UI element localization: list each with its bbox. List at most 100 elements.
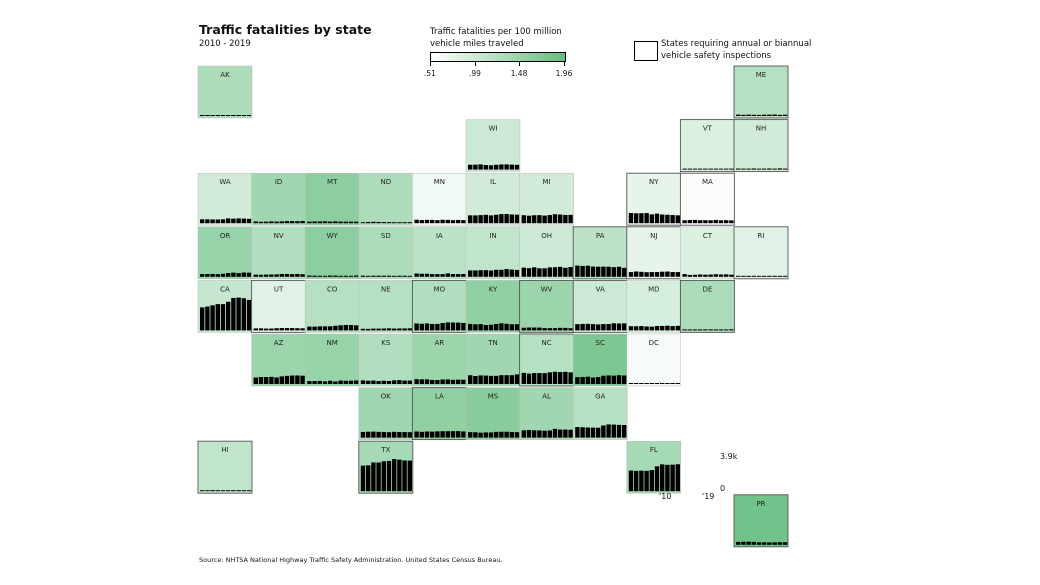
bar-tx-2010 [360, 465, 366, 492]
state-tile-background [358, 172, 414, 226]
bar-ky-2010 [468, 323, 473, 331]
state-label: AK [220, 71, 230, 79]
bar-hi-2013 [215, 490, 220, 492]
bar-la-2015 [440, 431, 445, 438]
bar-ms-2019 [514, 432, 520, 438]
bar-ok-2017 [397, 432, 402, 438]
bar-va-2011 [580, 323, 585, 331]
bar-mt-2010 [307, 221, 312, 224]
state-label: KS [381, 339, 391, 347]
bar-ut-2018 [295, 328, 300, 331]
state-tile-oh: OH [519, 226, 574, 280]
bar-tn-2014 [488, 375, 494, 384]
bar-ok-2014 [381, 431, 386, 438]
bar-ca-2014 [220, 304, 226, 331]
bar-ct-2011 [687, 274, 692, 277]
bar-ms-2015 [494, 431, 499, 438]
state-tile-va: VA [572, 279, 628, 333]
bar-ma-2017 [718, 220, 724, 224]
bar-vt-2018 [724, 168, 729, 170]
bar-vt-2015 [708, 168, 713, 170]
bar-nh-2019 [782, 168, 788, 170]
bar-ak-2012 [210, 115, 215, 116]
state-tile-ct: CT [680, 226, 735, 280]
state-label: MS [488, 393, 499, 401]
bar-ma-2012 [692, 219, 698, 224]
bar-az-2015 [279, 376, 284, 384]
bar-wy-2012 [317, 275, 322, 277]
bar-ut-2011 [258, 328, 264, 331]
bar-or-2014 [220, 273, 226, 277]
state-label: NC [542, 339, 552, 347]
state-label: PA [596, 232, 605, 240]
bar-ia-2011 [419, 273, 424, 277]
bar-tx-2019 [407, 460, 412, 492]
state-tile-background [358, 333, 414, 387]
bar-ma-2013 [698, 220, 703, 224]
bar-hi-2017 [236, 490, 241, 492]
bar-il-2018 [509, 214, 514, 224]
bar-va-2019 [622, 323, 627, 331]
bar-nc-2016 [552, 371, 558, 384]
bar-sd-2010 [360, 275, 366, 277]
bar-me-2013 [751, 114, 756, 116]
state-tile-background [679, 119, 735, 173]
bar-ut-2019 [300, 328, 305, 331]
bar-wa-2012 [210, 219, 215, 224]
bar-ia-2012 [424, 273, 430, 277]
bar-pa-2017 [611, 267, 616, 277]
bar-mi-2014 [542, 215, 547, 224]
state-tile-background [733, 119, 789, 173]
bar-wv-2019 [568, 328, 573, 331]
bar-wy-2019 [354, 275, 359, 277]
bar-mn-2019 [461, 220, 466, 224]
bar-vt-2012 [692, 168, 698, 170]
state-tile-background [358, 387, 414, 440]
legend-title-line2: vehicle miles traveled [430, 39, 524, 49]
state-label: AL [542, 393, 551, 401]
bar-ri-2017 [772, 275, 777, 277]
state-tile-background [358, 280, 414, 333]
bar-ga-2017 [611, 424, 616, 438]
bar-nh-2018 [777, 168, 782, 170]
bar-ak-2018 [241, 115, 246, 116]
bar-ok-2015 [386, 432, 392, 438]
state-tile-background [733, 494, 789, 548]
bar-nc-2010 [521, 372, 526, 384]
bar-mo-2010 [414, 323, 419, 331]
bar-wv-2015 [547, 328, 552, 331]
state-tile-vt: VT [679, 119, 735, 173]
bar-pr-2017 [772, 542, 777, 545]
bar-hi-2012 [210, 490, 215, 492]
bar-ne-2019 [407, 328, 412, 331]
bar-hi-2018 [241, 490, 246, 492]
state-tile-nh: NH [733, 119, 789, 173]
bar-al-2016 [552, 428, 558, 438]
state-label: CT [703, 232, 713, 240]
bar-nj-2015 [654, 272, 660, 277]
state-label: SD [381, 232, 391, 240]
state-label: MI [543, 178, 551, 186]
bar-me-2019 [782, 114, 788, 116]
state-label: CO [327, 285, 338, 293]
bar-ny-2018 [670, 215, 675, 224]
state-label: IN [489, 232, 496, 240]
state-tile-ne: NE [358, 280, 414, 333]
state-label: RI [758, 232, 765, 240]
state-label: TX [380, 446, 390, 454]
bar-ak-2017 [236, 115, 241, 116]
state-tile-background [733, 226, 789, 280]
bar-mt-2018 [348, 221, 354, 224]
bar-sc-2012 [585, 376, 590, 384]
state-tile-background [251, 226, 306, 280]
bar-id-2015 [279, 221, 284, 224]
bar-ak-2019 [246, 115, 252, 116]
legend-title-line1: Traffic fatalities per 100 million [430, 27, 562, 37]
bar-ks-2010 [360, 380, 366, 384]
bar-mo-2014 [435, 323, 440, 331]
bar-sc-2016 [606, 375, 611, 384]
bar-pa-2014 [596, 266, 601, 277]
bar-me-2015 [762, 114, 767, 116]
state-tile-id: ID [251, 172, 306, 226]
bar-md-2013 [644, 326, 649, 331]
